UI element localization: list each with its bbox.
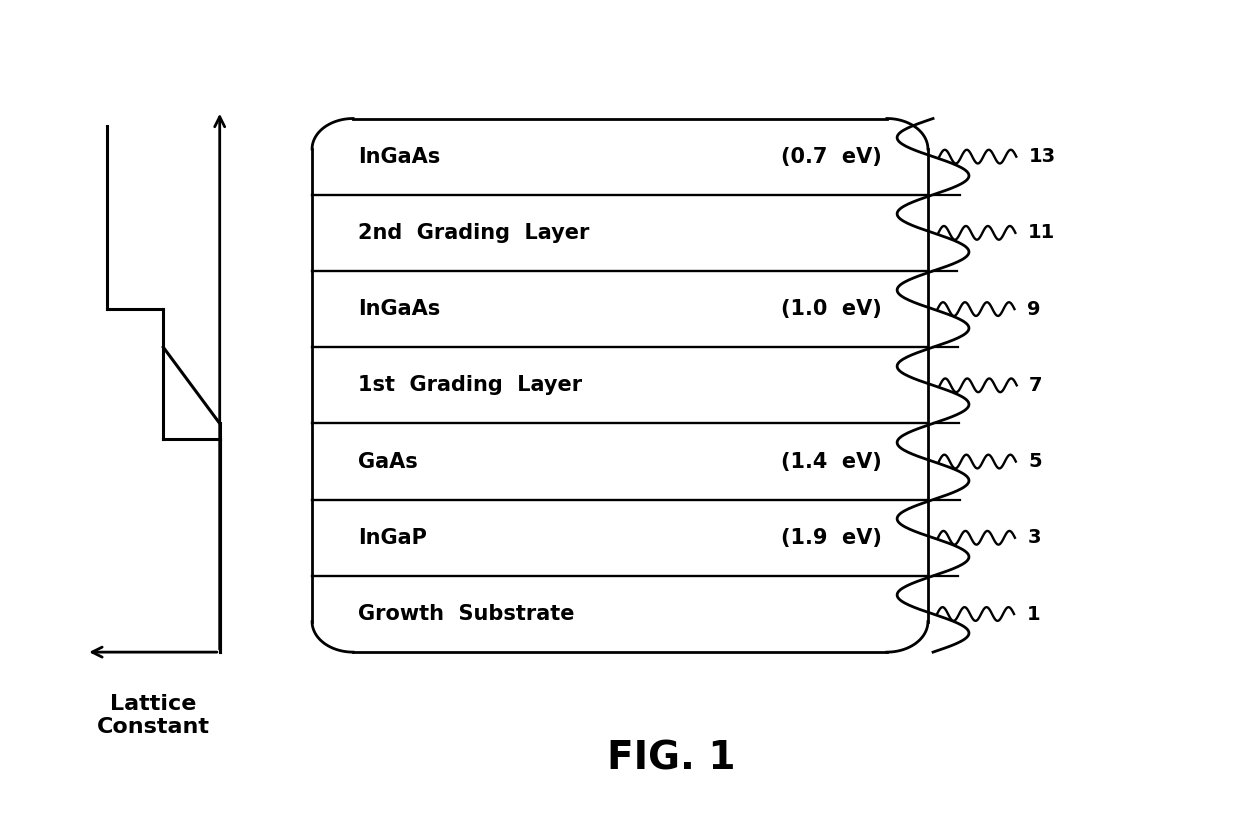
Text: Growth  Substrate: Growth Substrate: [358, 604, 575, 624]
Text: 7: 7: [1029, 376, 1043, 395]
Text: FIG. 1: FIG. 1: [608, 740, 735, 778]
Text: GaAs: GaAs: [358, 452, 418, 471]
Text: (0.7  eV): (0.7 eV): [781, 147, 882, 166]
Text: 1: 1: [1027, 605, 1040, 624]
Text: 5: 5: [1028, 452, 1042, 471]
Text: 2nd  Grading  Layer: 2nd Grading Layer: [358, 222, 590, 243]
Text: 13: 13: [1029, 147, 1055, 166]
Text: (1.9  eV): (1.9 eV): [781, 528, 882, 548]
Text: 1st  Grading  Layer: 1st Grading Layer: [358, 375, 583, 396]
Text: 9: 9: [1027, 300, 1040, 319]
Text: (1.4  eV): (1.4 eV): [781, 452, 882, 471]
Text: InGaP: InGaP: [358, 528, 427, 548]
Text: 3: 3: [1027, 528, 1040, 547]
Text: (1.0  eV): (1.0 eV): [781, 299, 882, 319]
Text: Lattice
Constant: Lattice Constant: [97, 694, 210, 737]
Text: InGaAs: InGaAs: [358, 147, 440, 166]
Text: InGaAs: InGaAs: [358, 299, 440, 319]
Text: 11: 11: [1028, 223, 1055, 242]
